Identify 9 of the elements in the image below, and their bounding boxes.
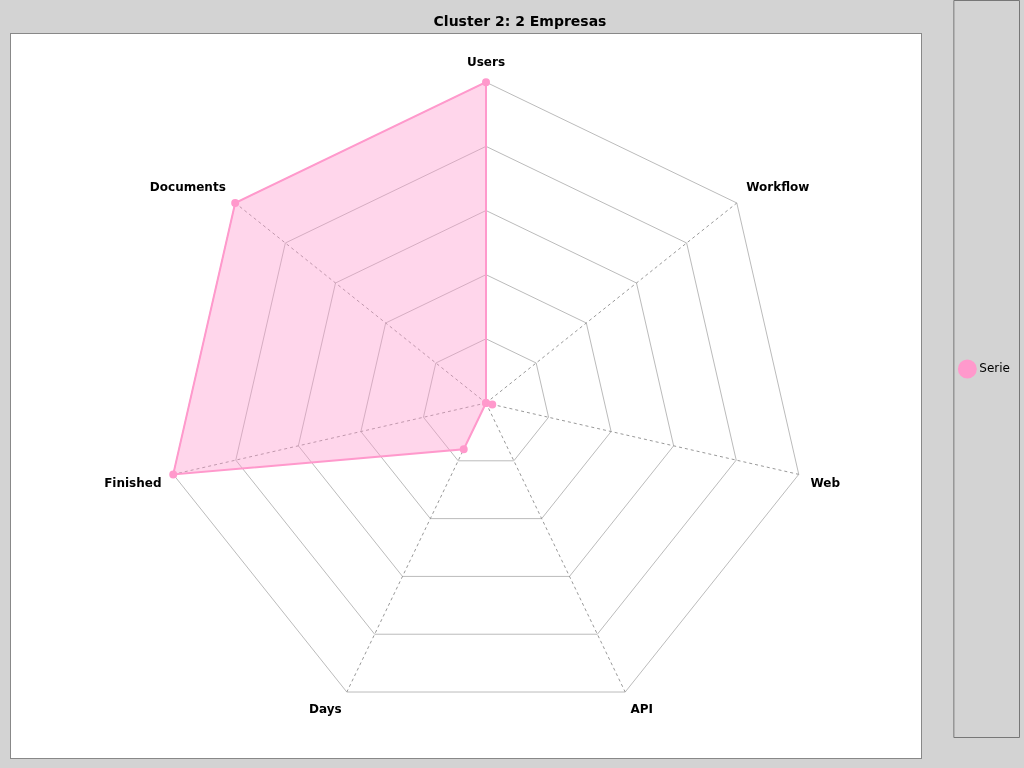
legend-label: Serie: [979, 361, 1011, 376]
spoke-label: Documents: [149, 180, 226, 195]
spoke-label: Web: [810, 476, 841, 491]
chart-title: Cluster 2: 2 Empresas: [433, 13, 607, 30]
spoke-label: Finished: [104, 476, 162, 491]
spoke-label: Days: [308, 702, 342, 717]
spoke-label: Users: [466, 55, 506, 70]
spoke-label: API: [630, 702, 653, 717]
spoke-label: Workflow: [746, 180, 810, 195]
